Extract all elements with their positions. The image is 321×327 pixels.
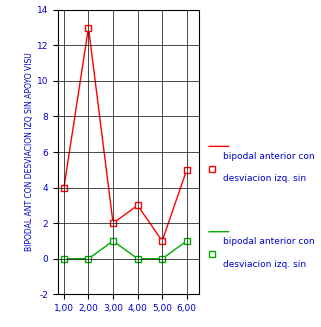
- Text: desviacion izq. sin: desviacion izq. sin: [223, 260, 306, 269]
- Text: desviacion izq. sin: desviacion izq. sin: [223, 174, 306, 183]
- Text: bipodal anterior con: bipodal anterior con: [223, 237, 315, 246]
- Y-axis label: BIPODAL ANT CON DESVIACION IZQ SIN APOYO VISU: BIPODAL ANT CON DESVIACION IZQ SIN APOYO…: [25, 53, 34, 251]
- Text: bipodal anterior con: bipodal anterior con: [223, 152, 315, 161]
